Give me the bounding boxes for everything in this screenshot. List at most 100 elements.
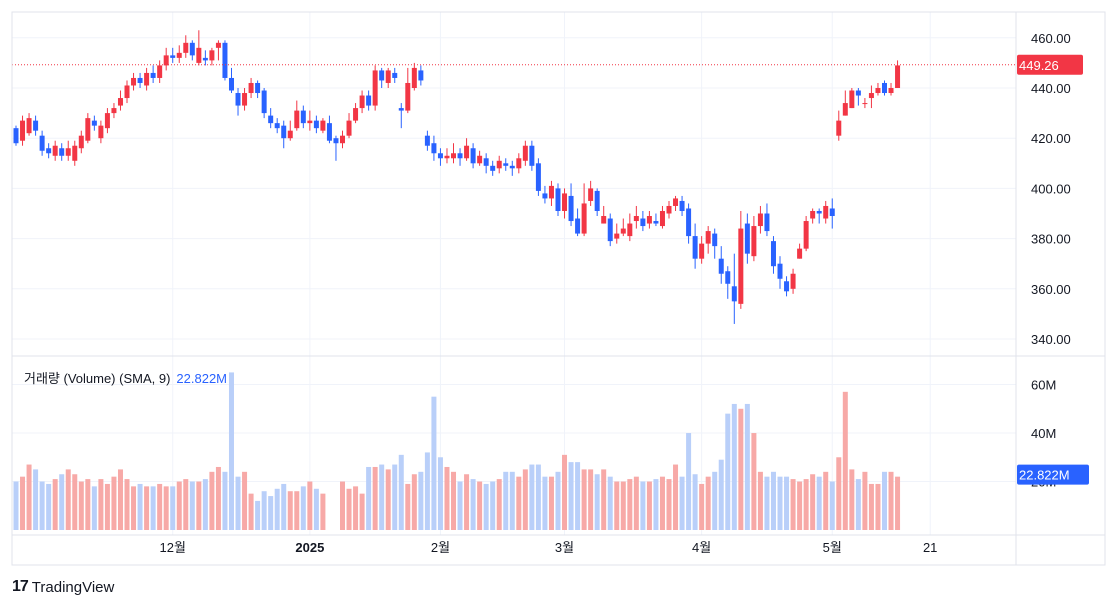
volume-bar: [875, 483, 881, 530]
volume-bar: [85, 479, 91, 530]
candle-body: [464, 145, 470, 159]
volume-bar: [751, 433, 757, 530]
candle-body: [431, 143, 437, 154]
volume-bar: [516, 476, 522, 530]
candle-body: [496, 160, 502, 169]
volume-bar: [692, 474, 698, 530]
candle-body: [855, 90, 861, 96]
volume-bar: [176, 481, 182, 530]
volume-bar: [496, 479, 502, 530]
candle-body: [13, 128, 19, 144]
volume-bar: [855, 479, 861, 530]
candle-body: [117, 98, 123, 106]
volume-bar: [202, 479, 208, 530]
candle-body: [340, 135, 345, 144]
volume-bar: [150, 486, 156, 530]
candle-body: [91, 120, 97, 126]
volume-bar: [548, 476, 554, 530]
volume-bar: [607, 476, 613, 530]
candle-body: [307, 120, 313, 124]
volume-bar: [320, 493, 326, 530]
candle-body: [594, 190, 600, 211]
candle-body: [144, 72, 150, 86]
chart-border: [11, 11, 1106, 566]
volume-bar: [359, 493, 365, 530]
time-tick-label: 5월: [823, 540, 842, 555]
candle-body: [268, 115, 274, 124]
candle-body: [320, 120, 326, 131]
volume-bar: [686, 433, 692, 530]
candle-body: [196, 47, 202, 63]
candle-body: [392, 72, 398, 78]
volume-bar: [470, 479, 476, 530]
time-tick-label: 12월: [160, 540, 186, 555]
price-tick-label: 420.00: [1031, 131, 1071, 146]
volume-bar: [777, 476, 783, 530]
candle-body: [366, 95, 372, 106]
candle-body: [509, 165, 515, 169]
tradingview-name: TradingView: [31, 578, 115, 596]
volume-bar: [26, 464, 32, 530]
candle-body: [477, 155, 483, 164]
volume-bar: [535, 464, 541, 530]
candle-body: [222, 42, 228, 78]
volume-bar: [431, 396, 437, 530]
volume-bar: [620, 481, 626, 530]
tradingview-branding[interactable]: 17 TradingView: [12, 578, 114, 596]
candle-body: [849, 90, 855, 109]
volume-bar: [248, 493, 254, 530]
volume-bar: [366, 466, 372, 530]
volume-bar: [784, 476, 790, 530]
last-price-label: 449.26: [1019, 58, 1059, 73]
volume-bar: [313, 488, 319, 530]
volume-tick-label: 60M: [1031, 378, 1056, 393]
candle-body: [516, 158, 522, 169]
volume-bar: [353, 486, 359, 530]
candle-body: [503, 163, 509, 166]
volume-bar: [725, 413, 731, 530]
candle-body: [189, 42, 195, 56]
candle-body: [59, 148, 65, 156]
candle-body: [411, 67, 417, 88]
candle-body: [568, 195, 574, 222]
volume-bar: [405, 483, 411, 530]
volume-bar: [457, 481, 463, 530]
candle-body: [202, 57, 208, 61]
volume-bar: [764, 476, 770, 530]
candle-body: [823, 205, 829, 219]
price-tick-label: 360.00: [1031, 282, 1071, 297]
volume-bar: [274, 488, 280, 530]
volume-bar: [483, 483, 489, 530]
volume-bar: [679, 476, 685, 530]
candle-body: [157, 65, 163, 78]
volume-bar: [529, 464, 535, 530]
candle-body: [744, 223, 750, 254]
volume-bar: [568, 462, 574, 530]
candle-body: [686, 208, 692, 237]
candle-body: [888, 88, 894, 94]
candle-body: [72, 145, 78, 161]
volume-bar: [712, 471, 718, 530]
price-tick-label: 460.00: [1031, 31, 1071, 46]
candle-body: [895, 65, 901, 88]
volume-bar: [640, 481, 646, 530]
candle-body: [555, 188, 561, 211]
candle-body: [111, 108, 117, 114]
volume-badge-label: 22.822M: [1019, 468, 1070, 483]
candle-body: [666, 205, 672, 214]
candle-body: [718, 258, 724, 274]
candle-body: [816, 210, 822, 214]
volume-legend[interactable]: 거래량 (Volume) (SMA, 9) 22.822M: [24, 368, 227, 387]
last-price-badge: [1017, 54, 1083, 75]
candle-body: [85, 118, 91, 141]
volume-bar: [418, 471, 424, 530]
volume-bar: [91, 486, 97, 530]
volume-bar: [78, 481, 84, 530]
candle-body: [294, 110, 300, 129]
candle-body: [124, 85, 130, 99]
candle-body: [829, 208, 835, 217]
candle-body: [868, 93, 874, 99]
volume-bar: [790, 479, 796, 530]
candle-body: [548, 185, 554, 199]
